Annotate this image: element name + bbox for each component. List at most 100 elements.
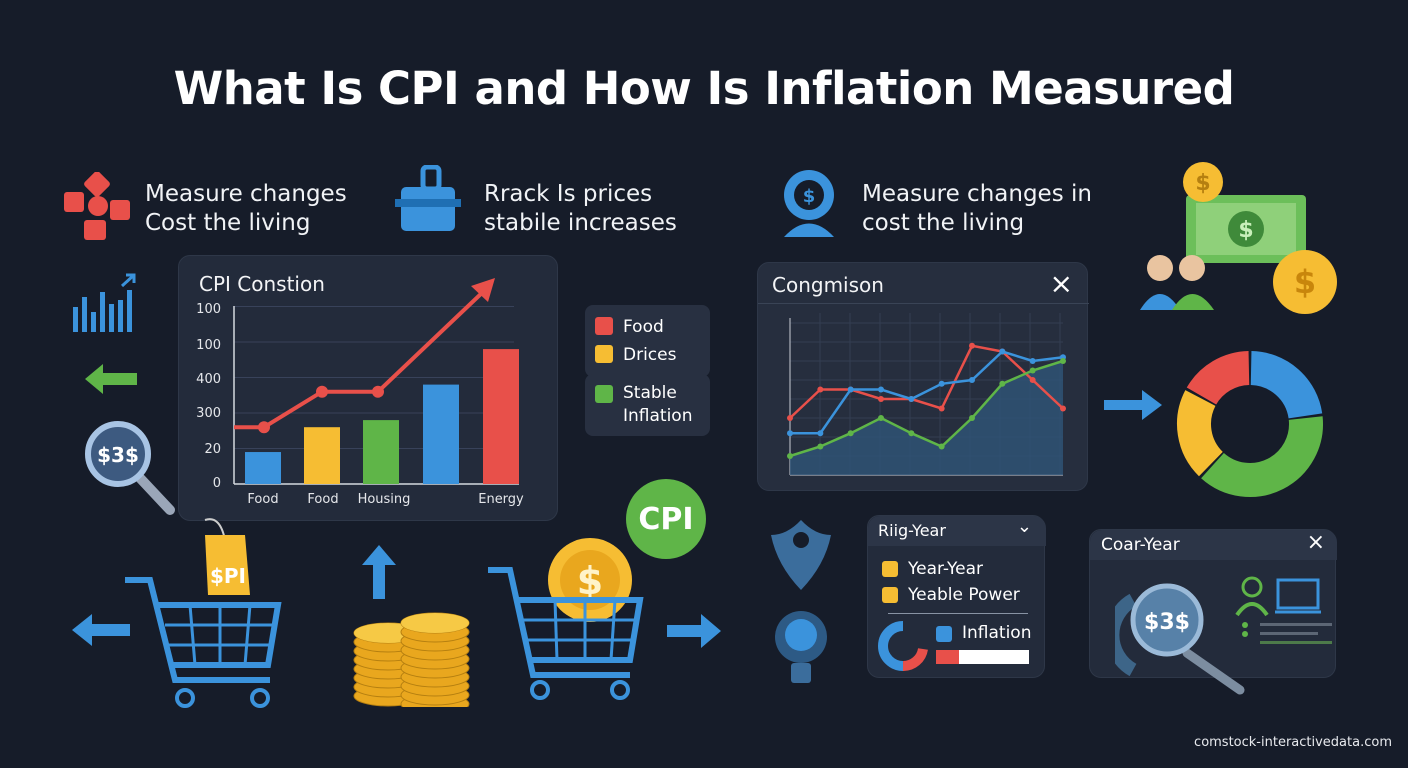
donut-chart	[1177, 351, 1323, 497]
data-point	[817, 386, 824, 393]
magnifier-icon: $3$	[1115, 583, 1245, 695]
x-label: Housing	[357, 492, 411, 507]
trend-point	[258, 421, 270, 434]
y-tick: 400	[196, 372, 221, 387]
trend-arrowhead	[471, 278, 495, 302]
bar	[304, 427, 340, 484]
data-point	[878, 396, 884, 402]
data-point	[938, 405, 945, 412]
panel-title: Coar-Year	[1101, 535, 1180, 555]
shopping-bag-icon	[395, 165, 461, 231]
bar	[423, 384, 459, 484]
legend-item: Year-Year	[882, 556, 1020, 582]
legend-item: Yeable Power	[882, 582, 1020, 608]
legend-box: Stable Inflation	[585, 374, 710, 436]
year-panel: Riig-Year ⌄ Year-Year Yeable Power Infla…	[867, 515, 1046, 678]
donut-segment	[1201, 416, 1323, 497]
data-point	[787, 415, 793, 421]
data-point	[1029, 377, 1036, 383]
comparison-panel: Congmison ×	[757, 262, 1089, 491]
bar-chart	[233, 278, 519, 485]
data-point	[787, 453, 793, 459]
caption-1: Measure changes Cost the living	[145, 181, 347, 236]
data-point	[878, 415, 884, 421]
donut-segment	[1177, 390, 1224, 477]
y-tick: 20	[204, 442, 221, 457]
money-bag-icon: $	[784, 170, 834, 237]
data-point	[938, 380, 945, 387]
bar-chart-icon	[73, 273, 136, 332]
data-point	[1060, 405, 1066, 412]
series-line	[789, 344, 1064, 419]
page-title: What Is CPI and How Is Inflation Measure…	[173, 62, 1235, 115]
trend-point	[316, 385, 328, 398]
inflation-label: Inflation	[962, 623, 1032, 643]
bar	[483, 349, 519, 484]
close-icon[interactable]: ×	[1049, 267, 1073, 300]
y-tick: 0	[212, 476, 221, 491]
series-line	[790, 350, 1064, 435]
svg-text:$: $	[803, 186, 816, 207]
data-point	[999, 348, 1006, 355]
money-people-icon: $ $ $	[1140, 162, 1337, 314]
user-computer-icon	[1235, 576, 1321, 637]
panel-title: Riig-Year	[878, 521, 946, 540]
data-point	[1029, 358, 1036, 364]
area-fill	[790, 361, 1063, 475]
legend-box: Food Drices	[585, 305, 710, 377]
coin-top	[401, 613, 469, 633]
trend-point	[372, 385, 384, 398]
svg-text:$: $	[1195, 171, 1210, 196]
eagle-lightbulb-icons	[771, 520, 831, 683]
svg-text:$PI: $PI	[210, 564, 246, 588]
shopping-cart-coin-icon: $	[488, 538, 644, 700]
close-icon[interactable]: ×	[1306, 530, 1325, 555]
data-point	[817, 443, 824, 450]
arrow-right-icon	[667, 614, 721, 648]
data-point	[847, 430, 854, 437]
legend-item: Drices	[595, 341, 700, 369]
legend-swatch	[595, 345, 613, 363]
y-tick: 300	[196, 406, 221, 421]
svg-text:$: $	[1294, 263, 1316, 301]
x-label: Energy	[478, 492, 524, 507]
magnifier-icon: $3$	[85, 421, 175, 515]
arrow-up-icon	[362, 545, 396, 599]
data-point	[817, 430, 824, 437]
chevron-down-icon[interactable]: ⌄	[1016, 516, 1032, 537]
legend-swatch	[936, 626, 952, 642]
panel-title: Congmison	[772, 273, 884, 297]
data-point	[878, 386, 884, 393]
legend-item: Food	[595, 313, 700, 341]
data-point	[1060, 358, 1066, 364]
data-point	[969, 415, 975, 421]
data-point	[938, 443, 945, 450]
caption-2: Rrack Is prices stabile increases	[484, 181, 677, 236]
data-point	[969, 377, 975, 383]
arrow-right-icon	[1104, 390, 1162, 420]
y-tick: 100	[196, 338, 221, 353]
cpi-chart-panel: CPI Constion 100 100 400 300 20 0 Food F…	[178, 255, 558, 521]
arrow-left-blue-icon	[72, 614, 130, 646]
bar	[245, 452, 281, 484]
puzzle-cubes-icon	[64, 172, 130, 240]
coin-stacks-icon	[353, 612, 470, 707]
data-point	[969, 342, 975, 349]
data-point	[999, 380, 1006, 387]
bar	[363, 420, 399, 484]
legend-swatch	[595, 317, 613, 335]
y-tick: 100	[196, 302, 221, 317]
x-label: Food	[307, 492, 339, 507]
series-line	[789, 359, 1064, 458]
svg-text:$: $	[577, 559, 603, 603]
cpi-badge: CPI	[626, 479, 706, 559]
arrow-left-icon	[85, 364, 137, 394]
svg-text:$3$: $3$	[1144, 610, 1190, 635]
svg-text:$: $	[1238, 218, 1253, 243]
data-point	[847, 386, 854, 393]
data-point	[908, 430, 915, 437]
data-point	[787, 430, 793, 437]
data-point	[1029, 367, 1036, 374]
data-point	[908, 396, 915, 402]
x-label: Food	[247, 492, 279, 507]
